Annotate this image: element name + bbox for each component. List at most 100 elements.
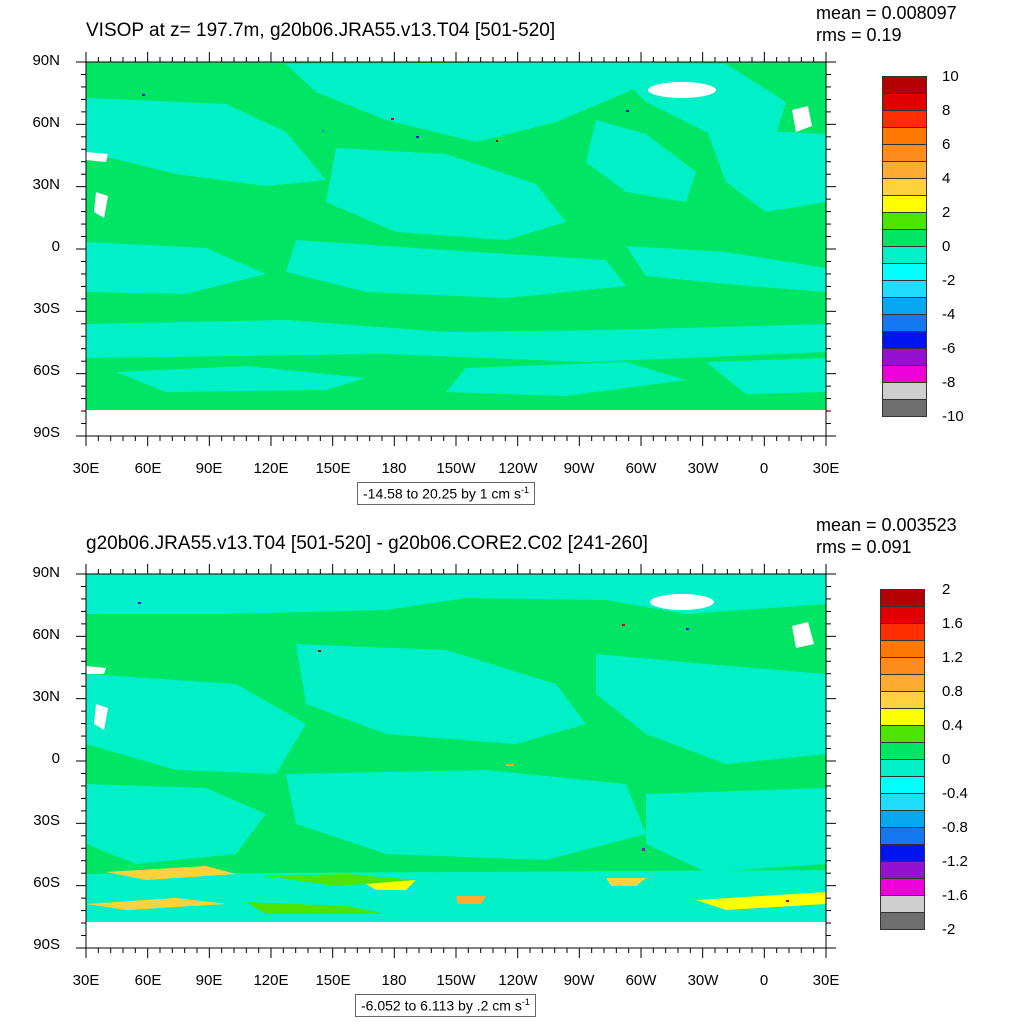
colorbar-label: 2 — [942, 581, 951, 598]
lon-label: 0 — [759, 460, 769, 477]
missing-blob — [94, 704, 108, 730]
colorbar-box — [880, 912, 925, 930]
map-field — [86, 62, 826, 436]
colorbar-label: -6 — [942, 340, 956, 357]
missing-south — [86, 410, 826, 436]
rms-label: rms = 0.091 — [816, 537, 912, 557]
mean-label: mean = 0.008097 — [816, 3, 957, 23]
lon-label: 90W — [563, 972, 595, 989]
colorbar-label: 10 — [942, 68, 959, 85]
colorbar-label: 0.4 — [942, 717, 963, 734]
colorbar-label: -0.8 — [942, 819, 968, 836]
lon-label: 180 — [381, 460, 407, 477]
contour-range-label: -14.58 to 20.25 by 1 cm s-1 — [357, 482, 535, 505]
colorbar-label: -1.2 — [942, 853, 968, 870]
colorbar-box — [882, 331, 927, 349]
colorbar-box — [880, 759, 925, 777]
contour-range-label: -6.052 to 6.113 by .2 cm s-1 — [355, 994, 536, 1017]
lat-label: 90S — [33, 424, 60, 441]
colorbar-box — [880, 708, 925, 726]
lat-label: 90S — [33, 936, 60, 953]
southern-ocean-bands — [86, 866, 826, 914]
colorbar-box — [882, 93, 927, 111]
colorbar-box — [880, 844, 925, 862]
colorbar-box — [880, 640, 925, 658]
colorbar-box — [880, 878, 925, 896]
lat-label: 30N — [32, 176, 60, 193]
missing-blob — [86, 666, 106, 674]
colorbar-label: 0.8 — [942, 683, 963, 700]
lat-label: 60N — [32, 114, 60, 131]
panel-title: g20b06.JRA55.v13.T04 [501-520] - g20b06.… — [86, 533, 648, 554]
colorbar-box — [882, 297, 927, 315]
lon-label: 60E — [134, 972, 162, 989]
lat-label: 60N — [32, 626, 60, 643]
colorbar — [882, 76, 927, 417]
colorbar — [880, 589, 925, 930]
lon-label: 60W — [625, 972, 657, 989]
top-panel: VISOP at z= 197.7m, g20b06.JRA55.v13.T04… — [32, 3, 964, 505]
colorbar-label: -4 — [942, 306, 956, 323]
colorbar-box — [880, 606, 925, 624]
lat-label: 30S — [33, 812, 60, 829]
lon-label: 60E — [134, 460, 162, 477]
colorbar-box — [880, 657, 925, 675]
colorbar-box — [882, 76, 927, 94]
map-axes — [76, 52, 836, 446]
negative-regions — [86, 62, 826, 396]
missing-blob — [792, 106, 812, 132]
lat-label: 30N — [32, 688, 60, 705]
colorbar-box — [882, 314, 927, 332]
colorbar-box — [880, 793, 925, 811]
lat-label: 0 — [51, 238, 60, 255]
lon-label: 30E — [812, 972, 840, 989]
colorbar-box — [882, 263, 927, 281]
lat-label: 30S — [33, 300, 60, 317]
colorbar-box — [880, 691, 925, 709]
colorbar-box — [880, 725, 925, 743]
speckles — [138, 602, 789, 902]
lon-label: 150E — [315, 460, 351, 477]
map-field — [86, 574, 826, 948]
lat-label: 90N — [32, 564, 60, 581]
colorbar-label: -10 — [942, 408, 964, 425]
speckles — [142, 94, 629, 142]
colorbar-label: 4 — [942, 170, 951, 187]
greenland-gap — [648, 82, 716, 98]
colorbar-box — [882, 365, 927, 383]
rms-label: rms = 0.19 — [816, 25, 902, 45]
colorbar-label: 1.6 — [942, 615, 963, 632]
colorbar-box — [882, 348, 927, 366]
colorbar-box — [882, 246, 927, 264]
colorbar-box — [882, 127, 927, 145]
lon-label: 120W — [498, 460, 538, 477]
greenland-gap — [650, 594, 714, 610]
colorbar-box — [880, 810, 925, 828]
lon-label: 120E — [253, 972, 289, 989]
lon-label: 30E — [812, 460, 840, 477]
colorbar-label: 0 — [942, 751, 951, 768]
lon-label: 150W — [436, 460, 476, 477]
colorbar-box — [882, 280, 927, 298]
colorbar-box — [882, 382, 927, 400]
colorbar-label: -2 — [942, 921, 956, 938]
missing-blob — [86, 152, 108, 162]
colorbar-box — [882, 110, 927, 128]
colorbar-box — [880, 742, 925, 760]
lon-label: 60W — [625, 460, 657, 477]
colorbar-label: 6 — [942, 136, 951, 153]
colorbar-label: 1.2 — [942, 649, 963, 666]
colorbar-box — [880, 861, 925, 879]
lat-label: 90N — [32, 52, 60, 69]
lon-label: 30W — [687, 460, 719, 477]
panel-title: VISOP at z= 197.7m, g20b06.JRA55.v13.T04… — [86, 20, 556, 41]
colorbar-label: 2 — [942, 204, 951, 221]
colorbar-box — [882, 212, 927, 230]
colorbar-label: -8 — [942, 374, 956, 391]
missing-south — [86, 922, 826, 948]
colorbar-box — [882, 229, 927, 247]
lon-label: 90E — [195, 972, 223, 989]
lon-label: 120E — [253, 460, 289, 477]
lon-label: 150W — [436, 972, 476, 989]
colorbar-box — [882, 178, 927, 196]
